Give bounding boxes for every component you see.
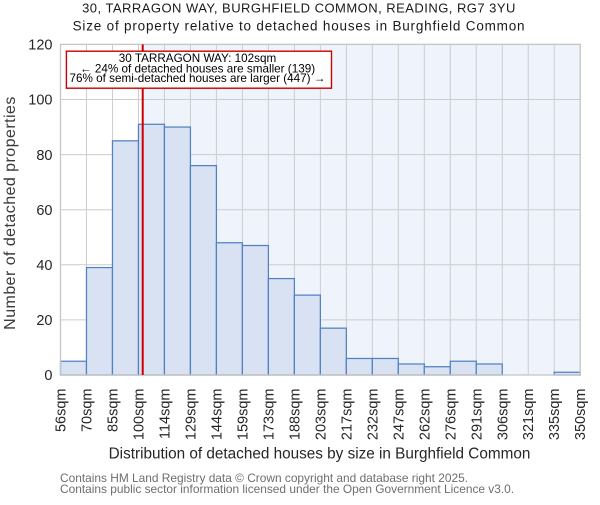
svg-text:20: 20 (36, 313, 52, 329)
svg-text:76% of semi-detached houses ar: 76% of semi-detached houses are larger (… (70, 72, 326, 85)
svg-text:262sqm: 262sqm (417, 389, 433, 441)
svg-text:350sqm: 350sqm (573, 389, 589, 441)
svg-text:Distribution of detached house: Distribution of detached houses by size … (109, 445, 531, 462)
svg-text:Size of property relative to d: Size of property relative to detached ho… (73, 18, 526, 33)
svg-text:203sqm: 203sqm (313, 389, 329, 441)
svg-text:80: 80 (36, 148, 52, 164)
svg-text:144sqm: 144sqm (209, 389, 225, 441)
svg-text:120: 120 (28, 38, 52, 54)
svg-text:247sqm: 247sqm (391, 389, 407, 441)
svg-text:173sqm: 173sqm (261, 389, 277, 441)
svg-text:Contains public sector informa: Contains public sector information licen… (60, 482, 514, 496)
svg-text:100: 100 (28, 93, 52, 109)
svg-text:129sqm: 129sqm (183, 389, 199, 441)
svg-text:232sqm: 232sqm (365, 389, 381, 441)
svg-text:Number of detached properties: Number of detached properties (2, 96, 19, 330)
svg-text:60: 60 (36, 203, 52, 219)
svg-text:70sqm: 70sqm (79, 389, 95, 433)
svg-text:40: 40 (36, 258, 52, 274)
svg-text:← 24% of detached houses are s: ← 24% of detached houses are smaller (13… (80, 62, 315, 75)
svg-text:56sqm: 56sqm (54, 389, 70, 433)
svg-text:Contains HM Land Registry data: Contains HM Land Registry data © Crown c… (60, 471, 468, 485)
svg-text:30, TARRAGON WAY, BURGHFIELD C: 30, TARRAGON WAY, BURGHFIELD COMMON, REA… (82, 1, 516, 16)
svg-text:188sqm: 188sqm (287, 389, 303, 441)
svg-text:159sqm: 159sqm (235, 389, 251, 441)
svg-text:30 TARRAGON WAY: 102sqm: 30 TARRAGON WAY: 102sqm (119, 52, 276, 65)
svg-text:335sqm: 335sqm (547, 389, 563, 441)
svg-text:306sqm: 306sqm (495, 389, 511, 441)
svg-text:85sqm: 85sqm (105, 389, 121, 433)
svg-text:291sqm: 291sqm (469, 389, 485, 441)
svg-text:100sqm: 100sqm (131, 389, 147, 441)
svg-text:217sqm: 217sqm (339, 389, 355, 441)
svg-text:276sqm: 276sqm (443, 389, 459, 441)
svg-text:114sqm: 114sqm (157, 389, 173, 440)
svg-text:0: 0 (44, 368, 52, 384)
svg-text:321sqm: 321sqm (521, 389, 537, 441)
